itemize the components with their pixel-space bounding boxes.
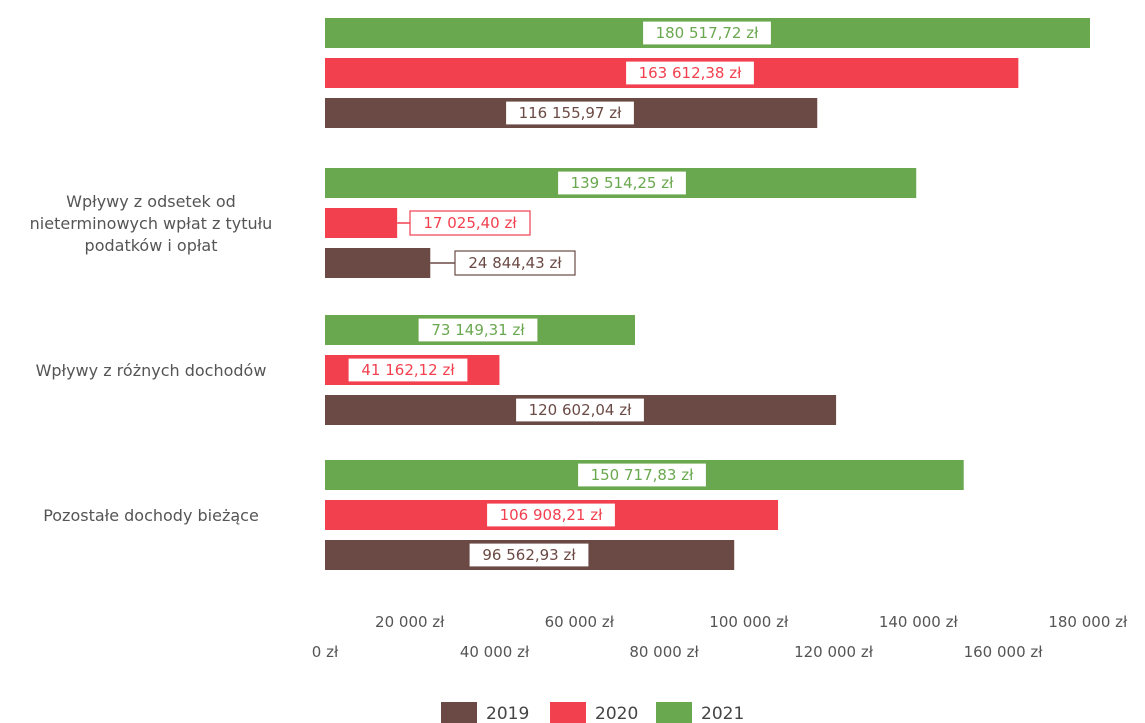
category-label-3-line-0: Pozostałe dochody bieżące	[43, 506, 259, 525]
bars-group	[325, 18, 1090, 570]
x-tick-label-100000: 100 000 zł	[709, 613, 789, 631]
category-label-1-line-0: Wpływy z odsetek od	[66, 192, 236, 211]
x-tick-label-60000: 60 000 zł	[545, 613, 615, 631]
x-tick-label-0: 0 zł	[312, 643, 339, 661]
x-tick-label-80000: 80 000 zł	[629, 643, 699, 661]
data-label-box-2021-cat-2	[417, 317, 539, 343]
data-label-box-2020-cat-3	[485, 502, 617, 528]
x-tick-label-180000: 180 000 zł	[1048, 613, 1128, 631]
bar-2019-cat-1	[325, 248, 431, 278]
data-label-2019-cat-0: 116 155,97 zł	[519, 104, 623, 122]
data-label-box-2021-cat-0	[641, 20, 773, 46]
data-labels-group: 180 517,72 zł 163 612,38 zł 116 155,97 zł 1…	[347, 20, 773, 568]
data-label-2021-cat-3: 150 717,83 zł	[591, 466, 695, 484]
data-label-box-2019-cat-3	[468, 542, 590, 568]
x-tick-label-20000: 20 000 zł	[375, 613, 445, 631]
x-tick-label-160000: 160 000 zł	[964, 643, 1044, 661]
data-label-box-2019-cat-1	[454, 250, 576, 276]
data-label-2019-cat-3: 96 562,93 zł	[482, 546, 576, 564]
category-label-2-line-0: Wpływy z różnych dochodów	[36, 361, 267, 380]
category-label-1-line-2: podatków i opłat	[85, 236, 218, 255]
data-label-2020-cat-1: 17 025,40 zł	[423, 214, 517, 232]
legend-label-2021: 2021	[701, 704, 744, 723]
data-label-2020-cat-3: 106 908,21 zł	[500, 506, 604, 524]
data-label-box-2021-cat-3	[576, 462, 708, 488]
data-label-box-2020-cat-1	[409, 210, 531, 236]
data-label-2020-cat-0: 163 612,38 zł	[639, 64, 743, 82]
legend-label-2020: 2020	[595, 704, 638, 723]
legend-swatch-2019	[441, 702, 477, 723]
x-tick-label-140000: 140 000 zł	[879, 613, 959, 631]
data-label-box-2020-cat-2	[347, 357, 469, 383]
data-label-2021-cat-0: 180 517,72 zł	[656, 24, 760, 42]
x-tick-label-40000: 40 000 zł	[460, 643, 530, 661]
data-label-box-2019-cat-2	[514, 397, 646, 423]
legend: 2019 2020 2021	[441, 702, 744, 723]
data-label-box-2021-cat-1	[556, 170, 688, 196]
category-label-1-line-1: nieterminowych wpłat z tytułu	[30, 214, 273, 233]
x-tick-label-120000: 120 000 zł	[794, 643, 874, 661]
data-label-box-2020-cat-0	[624, 60, 756, 86]
x-axis-ticks-group: 0 zł 20 000 zł 40 000 zł 60 000 zł 80 000 zł…	[312, 613, 1128, 661]
category-labels-group: Wpływy z odsetek od nieterminowych wpłat …	[30, 192, 273, 525]
data-label-2021-cat-2: 73 149,31 zł	[431, 321, 525, 339]
legend-label-2019: 2019	[486, 704, 529, 723]
data-label-box-2019-cat-0	[504, 100, 636, 126]
data-label-2019-cat-1: 24 844,43 zł	[468, 254, 562, 272]
legend-swatch-2020	[550, 702, 586, 723]
legend-swatch-2021	[656, 702, 692, 723]
data-label-2020-cat-2: 41 162,12 zł	[361, 361, 455, 379]
data-label-2019-cat-2: 120 602,04 zł	[529, 401, 633, 419]
bar-2020-cat-1	[325, 208, 398, 238]
data-label-2021-cat-1: 139 514,25 zł	[571, 174, 675, 192]
